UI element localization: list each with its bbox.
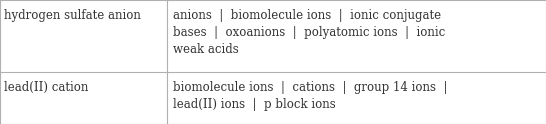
Text: anions  |  biomolecule ions  |  ionic conjugate
bases  |  oxoanions  |  polyatom: anions | biomolecule ions | ionic conjug… [173,9,446,56]
Text: biomolecule ions  |  cations  |  group 14 ions  |
lead(II) ions  |  p block ions: biomolecule ions | cations | group 14 io… [173,81,448,111]
Text: lead(II) cation: lead(II) cation [4,81,89,94]
Text: hydrogen sulfate anion: hydrogen sulfate anion [4,9,141,22]
